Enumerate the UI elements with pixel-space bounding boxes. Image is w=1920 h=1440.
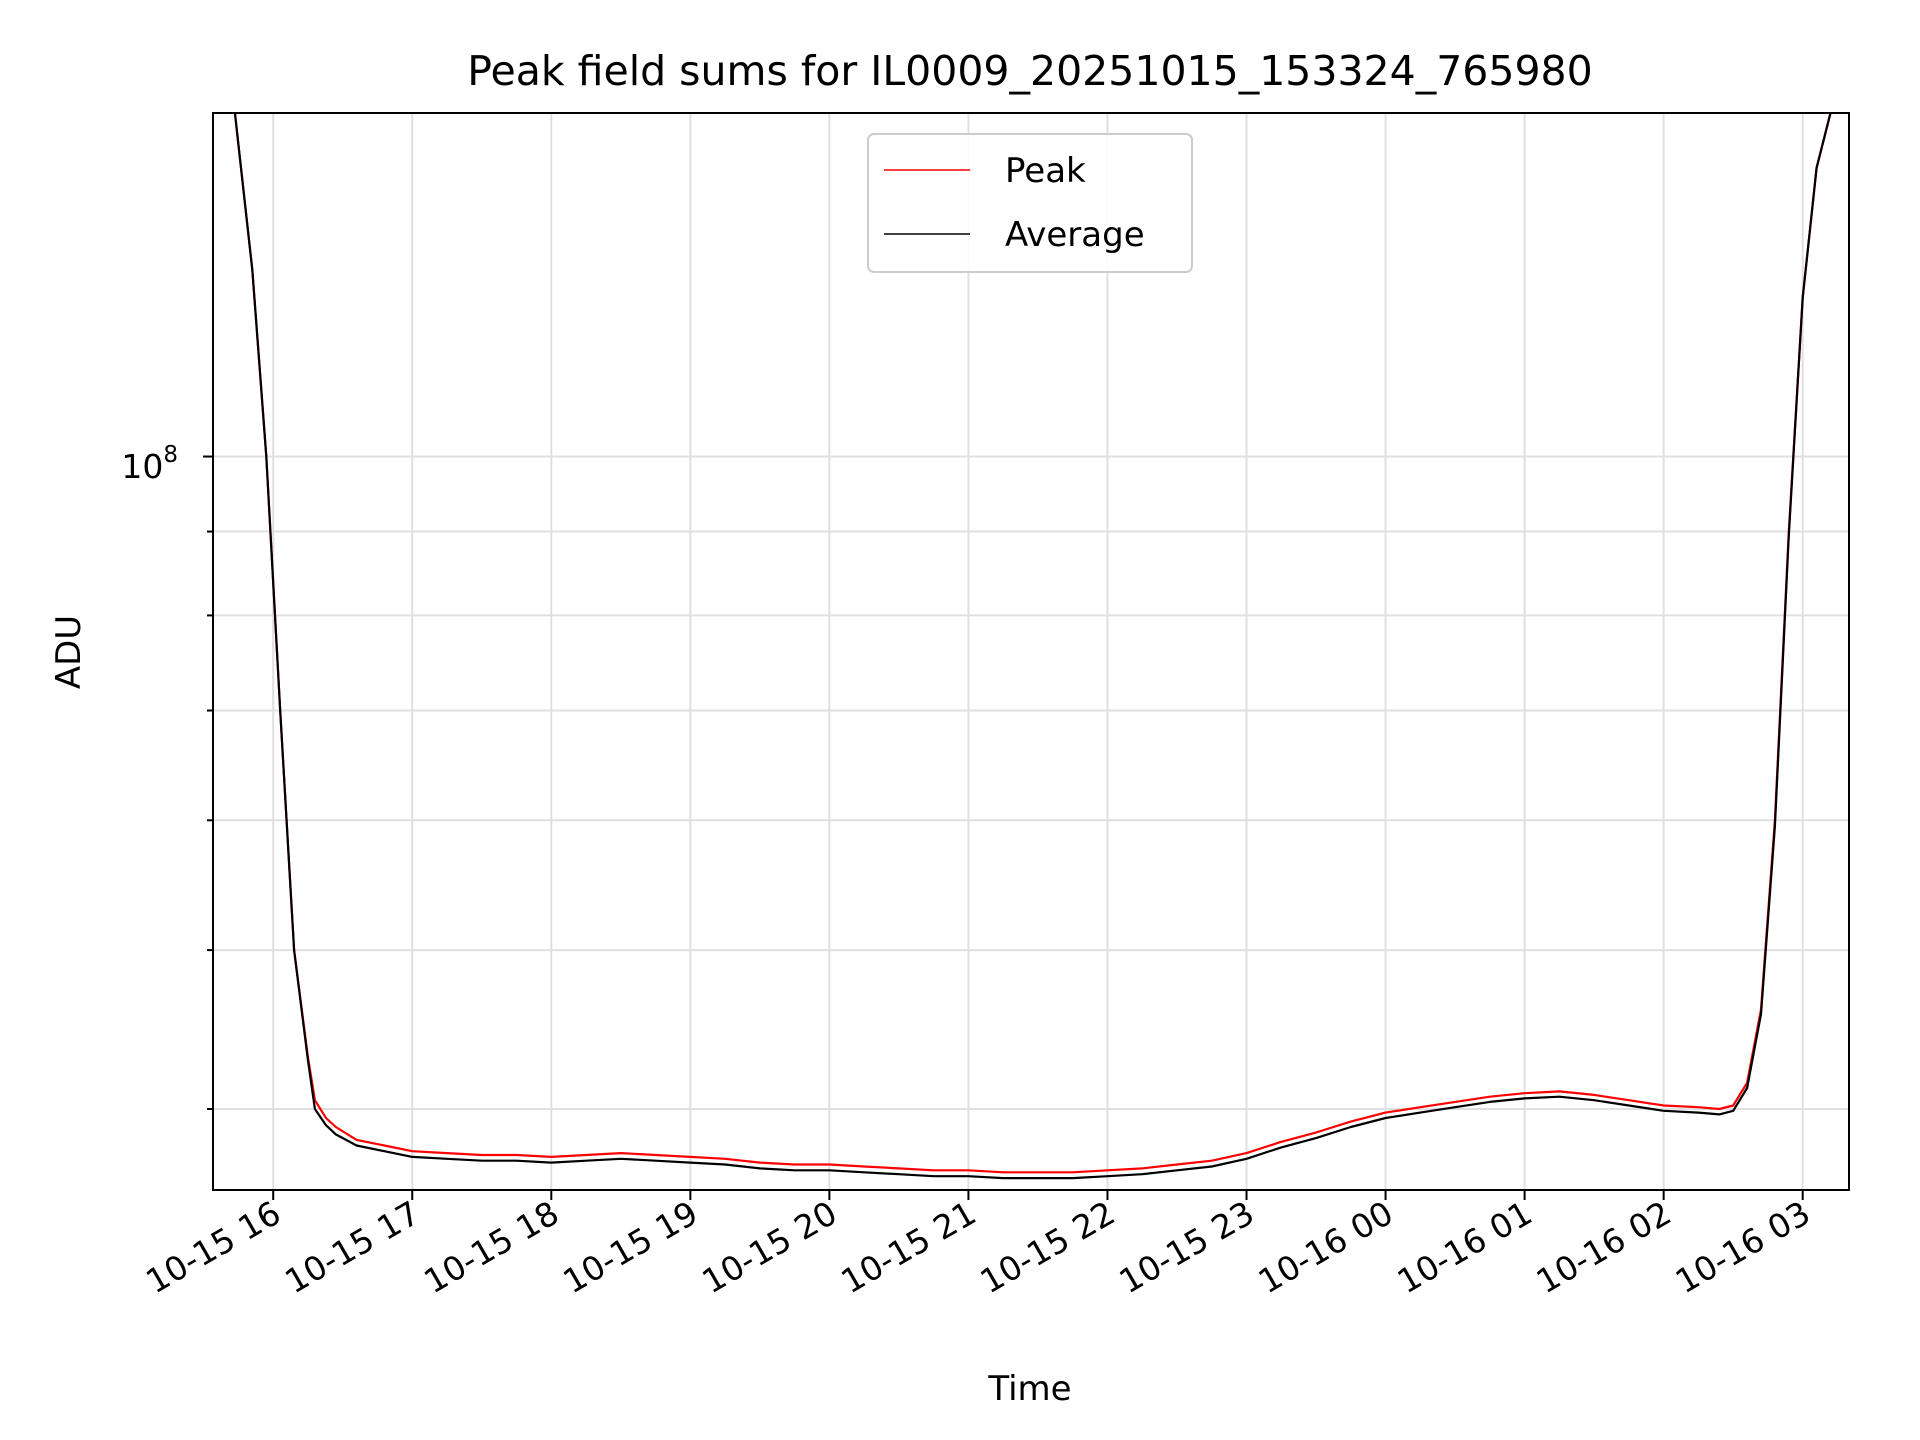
legend-label-average: Average <box>1005 215 1145 255</box>
x-axis-title: Time <box>987 1369 1071 1409</box>
x-gridlines <box>272 113 1804 1190</box>
series-line-average <box>233 113 1832 1180</box>
y-tick-label-1e8: 108 <box>121 442 178 486</box>
chart-title: Peak field sums for IL0009_20251015_1533… <box>467 47 1592 95</box>
y-axis-title: ADU <box>49 615 89 689</box>
series-layer <box>233 113 1832 1180</box>
y-gridlines <box>213 455 1849 1111</box>
plot-frame <box>212 112 1850 1191</box>
legend-box <box>867 133 1193 273</box>
y-axis-ticks <box>203 455 213 1111</box>
legend: Peak Average <box>867 133 1193 273</box>
legend-label-peak: Peak <box>1005 151 1086 191</box>
y-tick-label-base: 10 <box>121 447 163 486</box>
series-line-peak <box>233 113 1832 1174</box>
y-tick-label-exponent: 8 <box>163 442 178 468</box>
